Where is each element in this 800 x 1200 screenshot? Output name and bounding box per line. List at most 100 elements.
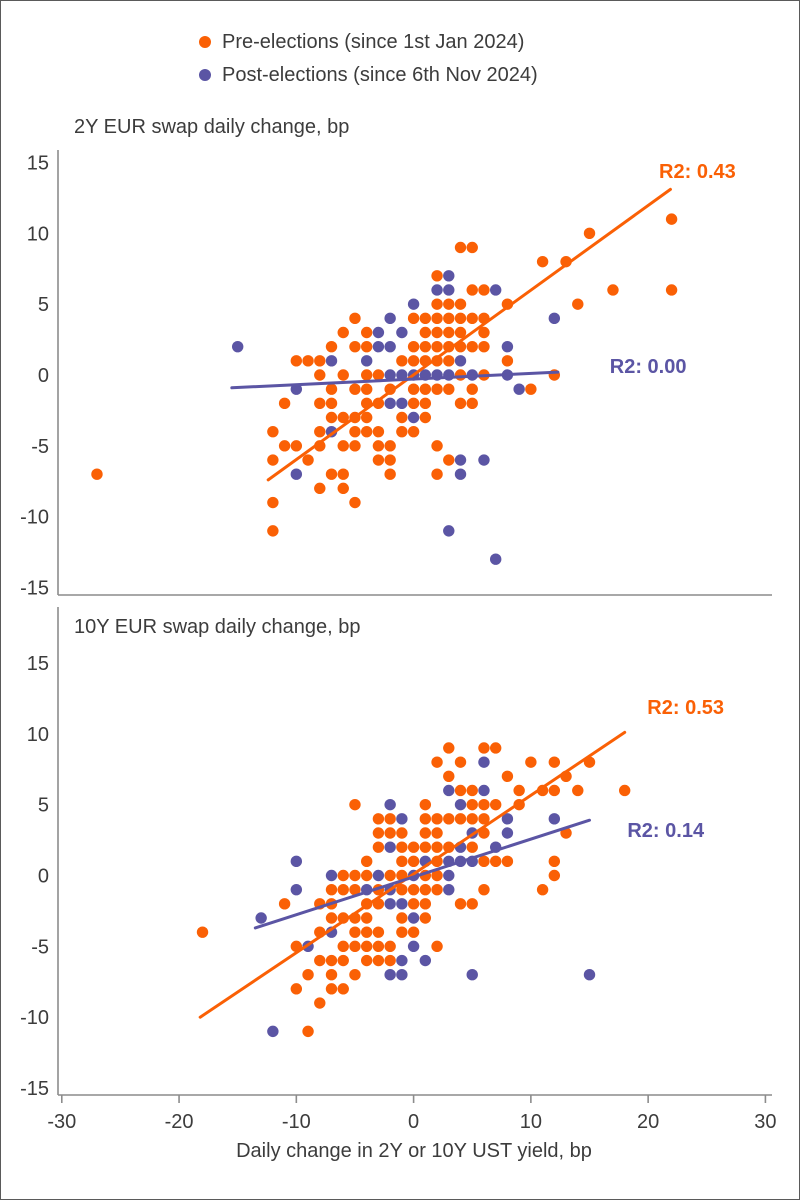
data-point xyxy=(314,369,326,381)
data-point xyxy=(618,784,631,797)
data-point xyxy=(314,954,326,967)
data-point xyxy=(431,813,443,825)
data-point xyxy=(525,383,537,395)
data-point xyxy=(407,340,420,353)
data-point xyxy=(443,869,455,882)
data-point xyxy=(548,869,561,882)
data-point xyxy=(536,883,549,896)
data-point xyxy=(419,841,432,853)
data-point xyxy=(431,841,443,853)
data-point xyxy=(407,397,420,410)
data-point xyxy=(443,770,455,783)
x-tick-label: 30 xyxy=(754,1111,776,1133)
data-point xyxy=(372,954,385,967)
data-point xyxy=(396,425,408,438)
data-point xyxy=(454,312,467,325)
r2-label: R2: 0.53 xyxy=(647,697,724,719)
data-point xyxy=(454,298,467,310)
legend-item-pre-elections: Pre-elections (since 1st Jan 2024) xyxy=(199,29,524,55)
data-point xyxy=(349,496,361,509)
data-point xyxy=(360,869,373,882)
data-point xyxy=(325,912,338,924)
data-point xyxy=(278,397,291,410)
data-point xyxy=(91,468,103,480)
trend-line xyxy=(266,187,672,482)
data-point xyxy=(478,454,490,466)
data-point xyxy=(478,798,490,811)
data-point xyxy=(466,284,478,296)
data-point xyxy=(513,383,525,395)
data-point xyxy=(337,369,349,381)
data-point xyxy=(396,926,408,938)
data-point xyxy=(407,841,420,853)
data-point xyxy=(454,813,467,825)
data-point xyxy=(349,940,361,953)
data-point xyxy=(384,397,396,410)
data-point xyxy=(454,355,467,367)
data-point xyxy=(607,284,619,296)
data-point xyxy=(384,898,396,910)
data-point xyxy=(443,813,455,825)
data-point xyxy=(419,954,432,967)
data-point xyxy=(396,813,408,825)
data-point xyxy=(501,827,514,839)
data-point xyxy=(665,213,678,225)
data-point xyxy=(396,397,408,410)
data-point xyxy=(466,784,478,797)
data-point xyxy=(478,883,490,896)
data-point xyxy=(466,968,478,981)
data-point xyxy=(396,898,408,910)
data-point xyxy=(314,997,326,1009)
data-point xyxy=(314,355,326,367)
y-tick-label: -5 xyxy=(31,436,49,458)
data-point xyxy=(501,770,514,783)
data-point xyxy=(349,798,361,811)
data-point xyxy=(501,855,514,868)
data-point xyxy=(337,468,349,480)
data-point xyxy=(384,340,396,353)
data-point xyxy=(302,968,314,981)
data-point xyxy=(419,312,432,325)
data-point xyxy=(325,869,338,882)
data-point xyxy=(372,926,385,938)
data-point xyxy=(407,912,420,924)
data-point xyxy=(419,411,432,424)
data-point xyxy=(360,954,373,967)
data-point xyxy=(267,425,279,438)
r2-label: R2: 0.14 xyxy=(627,820,705,842)
data-point xyxy=(278,440,291,452)
data-point xyxy=(407,855,420,868)
data-point xyxy=(466,241,478,254)
data-point xyxy=(548,756,561,768)
data-point xyxy=(384,869,396,882)
data-point xyxy=(407,898,420,910)
data-point xyxy=(501,813,514,825)
data-point xyxy=(478,855,490,868)
legend-label-post-elections: Post-elections (since 6th Nov 2024) xyxy=(222,64,538,86)
x-axis-label: Daily change in 2Y or 10Y UST yield, bp xyxy=(236,1140,592,1162)
data-point xyxy=(454,784,467,797)
data-point xyxy=(478,813,490,825)
data-point xyxy=(478,756,490,768)
data-point xyxy=(384,827,396,839)
data-point xyxy=(431,312,443,325)
data-point xyxy=(407,298,420,310)
data-point xyxy=(548,784,561,797)
data-point xyxy=(466,340,478,353)
data-point xyxy=(513,784,525,797)
y-tick-label: 0 xyxy=(38,365,49,387)
data-point xyxy=(384,841,396,853)
data-point xyxy=(396,355,408,367)
data-point xyxy=(325,411,338,424)
data-point xyxy=(360,940,373,953)
data-point xyxy=(407,383,420,395)
data-point xyxy=(407,940,420,953)
data-point xyxy=(267,525,279,537)
data-point xyxy=(349,340,361,353)
data-point xyxy=(360,340,373,353)
chart-title-2y: 2Y EUR swap daily change, bp xyxy=(74,116,350,138)
data-point xyxy=(349,883,361,896)
data-point xyxy=(443,525,455,537)
data-point xyxy=(407,355,420,367)
data-point xyxy=(466,841,478,853)
